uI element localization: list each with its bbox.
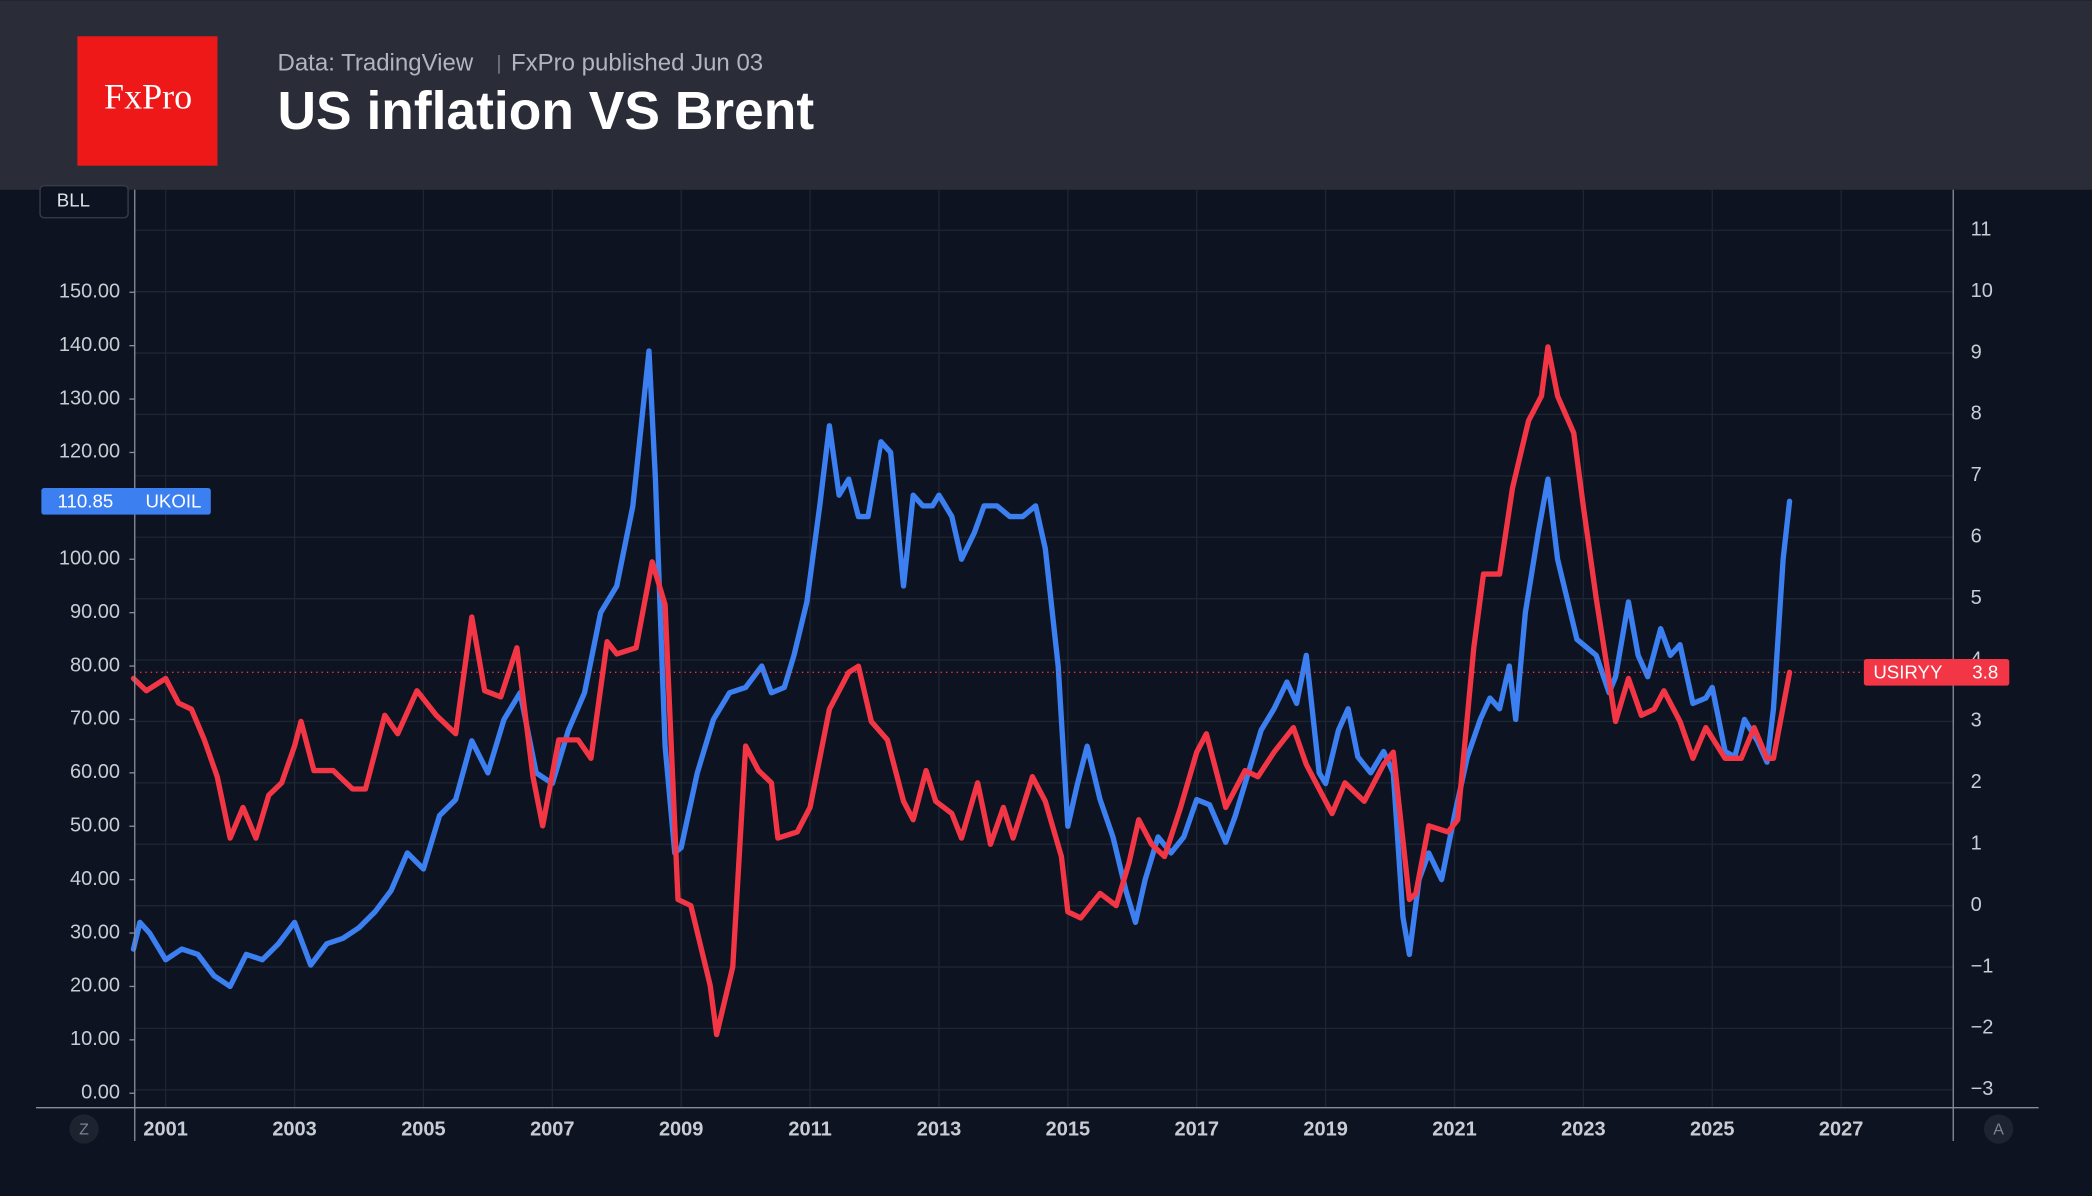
y2-tick-label: 6 — [1971, 526, 1982, 548]
x-tick-label: 2001 — [143, 1119, 188, 1141]
header-bar — [0, 0, 2092, 190]
source: Data: TradingView — [278, 50, 474, 77]
x-tick-label: 2005 — [401, 1119, 446, 1141]
y2-tick-label: 8 — [1971, 403, 1982, 425]
y-tick-label: 50.00 — [70, 815, 120, 837]
y-tick-label: 0.00 — [81, 1082, 120, 1104]
y-tick-label: 70.00 — [70, 708, 120, 730]
logo: FxPro — [104, 77, 192, 117]
x-tick-label: 2015 — [1046, 1119, 1091, 1141]
y-tick-label: 40.00 — [70, 868, 120, 890]
x-tick-label: 2009 — [659, 1119, 704, 1141]
y-tick-label: 80.00 — [70, 654, 120, 676]
plot-area — [129, 189, 1954, 1108]
z-label[interactable]: Z — [79, 1122, 89, 1139]
y2-tick-label: 0 — [1971, 894, 1982, 916]
y-tick-label: 120.00 — [59, 441, 120, 463]
x-tick-label: 2027 — [1819, 1119, 1864, 1141]
series-tag-name: USIRYY — [1873, 662, 1943, 683]
y2-tick-label: 10 — [1971, 280, 1993, 302]
y-tick-label: 60.00 — [70, 761, 120, 783]
x-tick-label: 2025 — [1690, 1119, 1735, 1141]
series-tag — [41, 487, 211, 515]
series-line — [130, 344, 1793, 1038]
y-tick-label: 130.00 — [59, 387, 120, 409]
series-tag-name: UKOIL — [145, 491, 201, 512]
x-tick-label: 2011 — [788, 1119, 831, 1141]
y-tick-label: 150.00 — [59, 281, 120, 303]
x-tick-label: 2019 — [1303, 1119, 1347, 1141]
x-tick-label: 2007 — [530, 1119, 575, 1141]
y-tick-label: 20.00 — [70, 975, 120, 997]
y-tick-label: 90.00 — [70, 601, 120, 623]
y2-tick-label: −2 — [1971, 1017, 1994, 1039]
y-tick-label: 30.00 — [70, 921, 120, 943]
x-tick-label: 2003 — [272, 1119, 317, 1141]
y-tick-label: 10.00 — [70, 1028, 120, 1050]
x-tick-label: 2013 — [917, 1119, 961, 1141]
series-tag-value: 3.8 — [1972, 662, 1998, 683]
a-button[interactable] — [1983, 1114, 2014, 1144]
series-tag-value: 110.85 — [58, 491, 114, 512]
series-line — [130, 348, 1793, 990]
y2-tick-label: 11 — [1971, 219, 1992, 241]
y2-tick-label: 1 — [1971, 833, 1982, 855]
x-tick-label: 2021 — [1432, 1119, 1477, 1141]
y-tick-label: 100.00 — [59, 548, 120, 570]
scale-button[interactable] — [39, 185, 129, 219]
x-tick-label: 2017 — [1174, 1119, 1219, 1141]
published: FxPro published Jun 03 — [511, 50, 763, 77]
series-tag — [1863, 658, 2010, 686]
z-button[interactable] — [69, 1114, 99, 1144]
y2-tick-label: −1 — [1971, 955, 1994, 977]
y2-tick-label: 7 — [1971, 464, 1982, 486]
x-tick-label: 2023 — [1561, 1119, 1606, 1141]
y2-tick-label: 3 — [1971, 710, 1982, 732]
y-tick-label: 140.00 — [59, 334, 120, 356]
y2-tick-label: 5 — [1971, 587, 1982, 609]
y2-tick-label: −3 — [1971, 1078, 1994, 1100]
a-label[interactable]: A — [1993, 1122, 2004, 1139]
logo-box — [77, 36, 218, 166]
y2-tick-label: 9 — [1971, 341, 1982, 363]
scale-label[interactable]: BLL — [57, 190, 90, 211]
y2-tick-label: 2 — [1971, 771, 1982, 793]
chart-title: US inflation VS Brent — [278, 82, 815, 141]
